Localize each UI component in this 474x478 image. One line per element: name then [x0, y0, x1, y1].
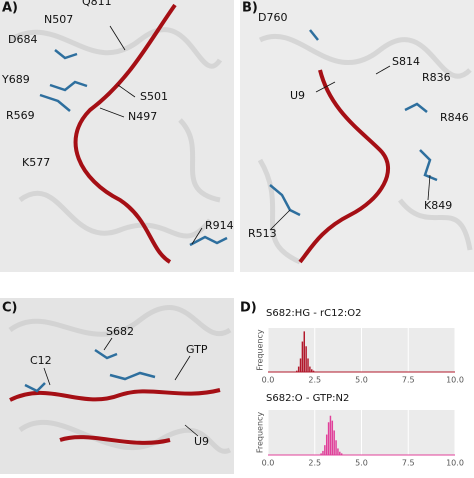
residue-sticks — [24, 29, 438, 393]
x-tick-label: 10.0 — [446, 459, 464, 468]
annotation: D760 — [258, 11, 287, 24]
leader — [191, 227, 203, 245]
bar — [322, 450, 324, 455]
leader — [99, 107, 125, 118]
bar — [335, 440, 337, 455]
annotation: N507 — [44, 13, 73, 26]
annotation: U9 — [194, 435, 209, 448]
rna-backbone — [9, 388, 221, 402]
bar — [331, 420, 334, 455]
annotation: S501 — [140, 90, 168, 103]
annotation: Y689 — [1, 73, 30, 86]
bar — [327, 422, 330, 455]
x-tick-label: 7.5 — [402, 376, 415, 385]
annotation: N497 — [128, 110, 157, 123]
x-tick-label: 0.0 — [262, 459, 275, 468]
bar — [297, 366, 300, 372]
annotation: R513 — [248, 227, 277, 240]
annotation: C12 — [30, 354, 52, 367]
leader — [184, 424, 199, 437]
bar — [311, 369, 313, 372]
leader — [117, 84, 136, 98]
rna-backbone — [298, 69, 391, 264]
bar — [299, 358, 302, 372]
x-tick-label: 5.0 — [355, 459, 368, 468]
annotation: K577 — [22, 156, 50, 169]
annotation: R914 — [205, 219, 234, 232]
bar — [305, 346, 307, 372]
annotation: R569 — [6, 109, 35, 122]
bar — [303, 331, 305, 372]
bar — [324, 445, 326, 455]
x-tick-label: 7.5 — [402, 459, 415, 468]
y-axis-title: Frequency — [256, 412, 265, 454]
bar — [301, 341, 304, 372]
bar — [320, 453, 322, 455]
panel-label: B) — [242, 1, 258, 16]
annotation: R846 — [440, 111, 469, 124]
annotation: S814 — [392, 55, 420, 68]
rna-backbone — [59, 435, 171, 445]
annotation: S682 — [106, 325, 134, 338]
leader — [103, 337, 113, 351]
panel-label: C) — [2, 301, 17, 316]
bar — [340, 453, 343, 455]
annotation: GTP — [186, 343, 208, 356]
bar — [333, 430, 335, 455]
chart-title: S682:HG - rC12:O2 — [266, 308, 361, 319]
leader — [109, 25, 126, 51]
rna-backbone — [73, 3, 177, 264]
annotation: D684 — [8, 33, 37, 46]
panel-label: D) — [240, 301, 257, 316]
x-tick-label: 2.5 — [308, 459, 321, 468]
leader — [427, 174, 431, 201]
bar — [329, 415, 332, 455]
bar — [337, 448, 339, 455]
x-tick-label: 5.0 — [355, 376, 368, 385]
x-tick-label: 2.5 — [308, 376, 321, 385]
bar — [307, 358, 309, 372]
chart-title: S682:O - GTP:N2 — [266, 393, 349, 404]
x-tick-label: 10.0 — [446, 376, 464, 385]
annotation: R836 — [422, 71, 451, 84]
leader — [43, 367, 51, 386]
bar — [309, 366, 311, 372]
bar — [312, 370, 315, 372]
y-axis-title: Frequency — [256, 329, 265, 371]
x-tick-label: 0.0 — [262, 376, 275, 385]
leader — [315, 81, 336, 93]
annotation: Q811 — [82, 0, 112, 8]
leader — [269, 209, 291, 231]
panel-label: A) — [2, 1, 18, 16]
annotation: K849 — [424, 199, 452, 212]
leader — [174, 355, 191, 381]
bar — [325, 434, 328, 455]
bar — [296, 370, 298, 372]
bar — [339, 451, 341, 455]
leader — [375, 65, 391, 75]
panel-b-bg — [240, 0, 474, 272]
panel-a-bg — [0, 0, 234, 272]
annotation: U9 — [290, 89, 305, 102]
